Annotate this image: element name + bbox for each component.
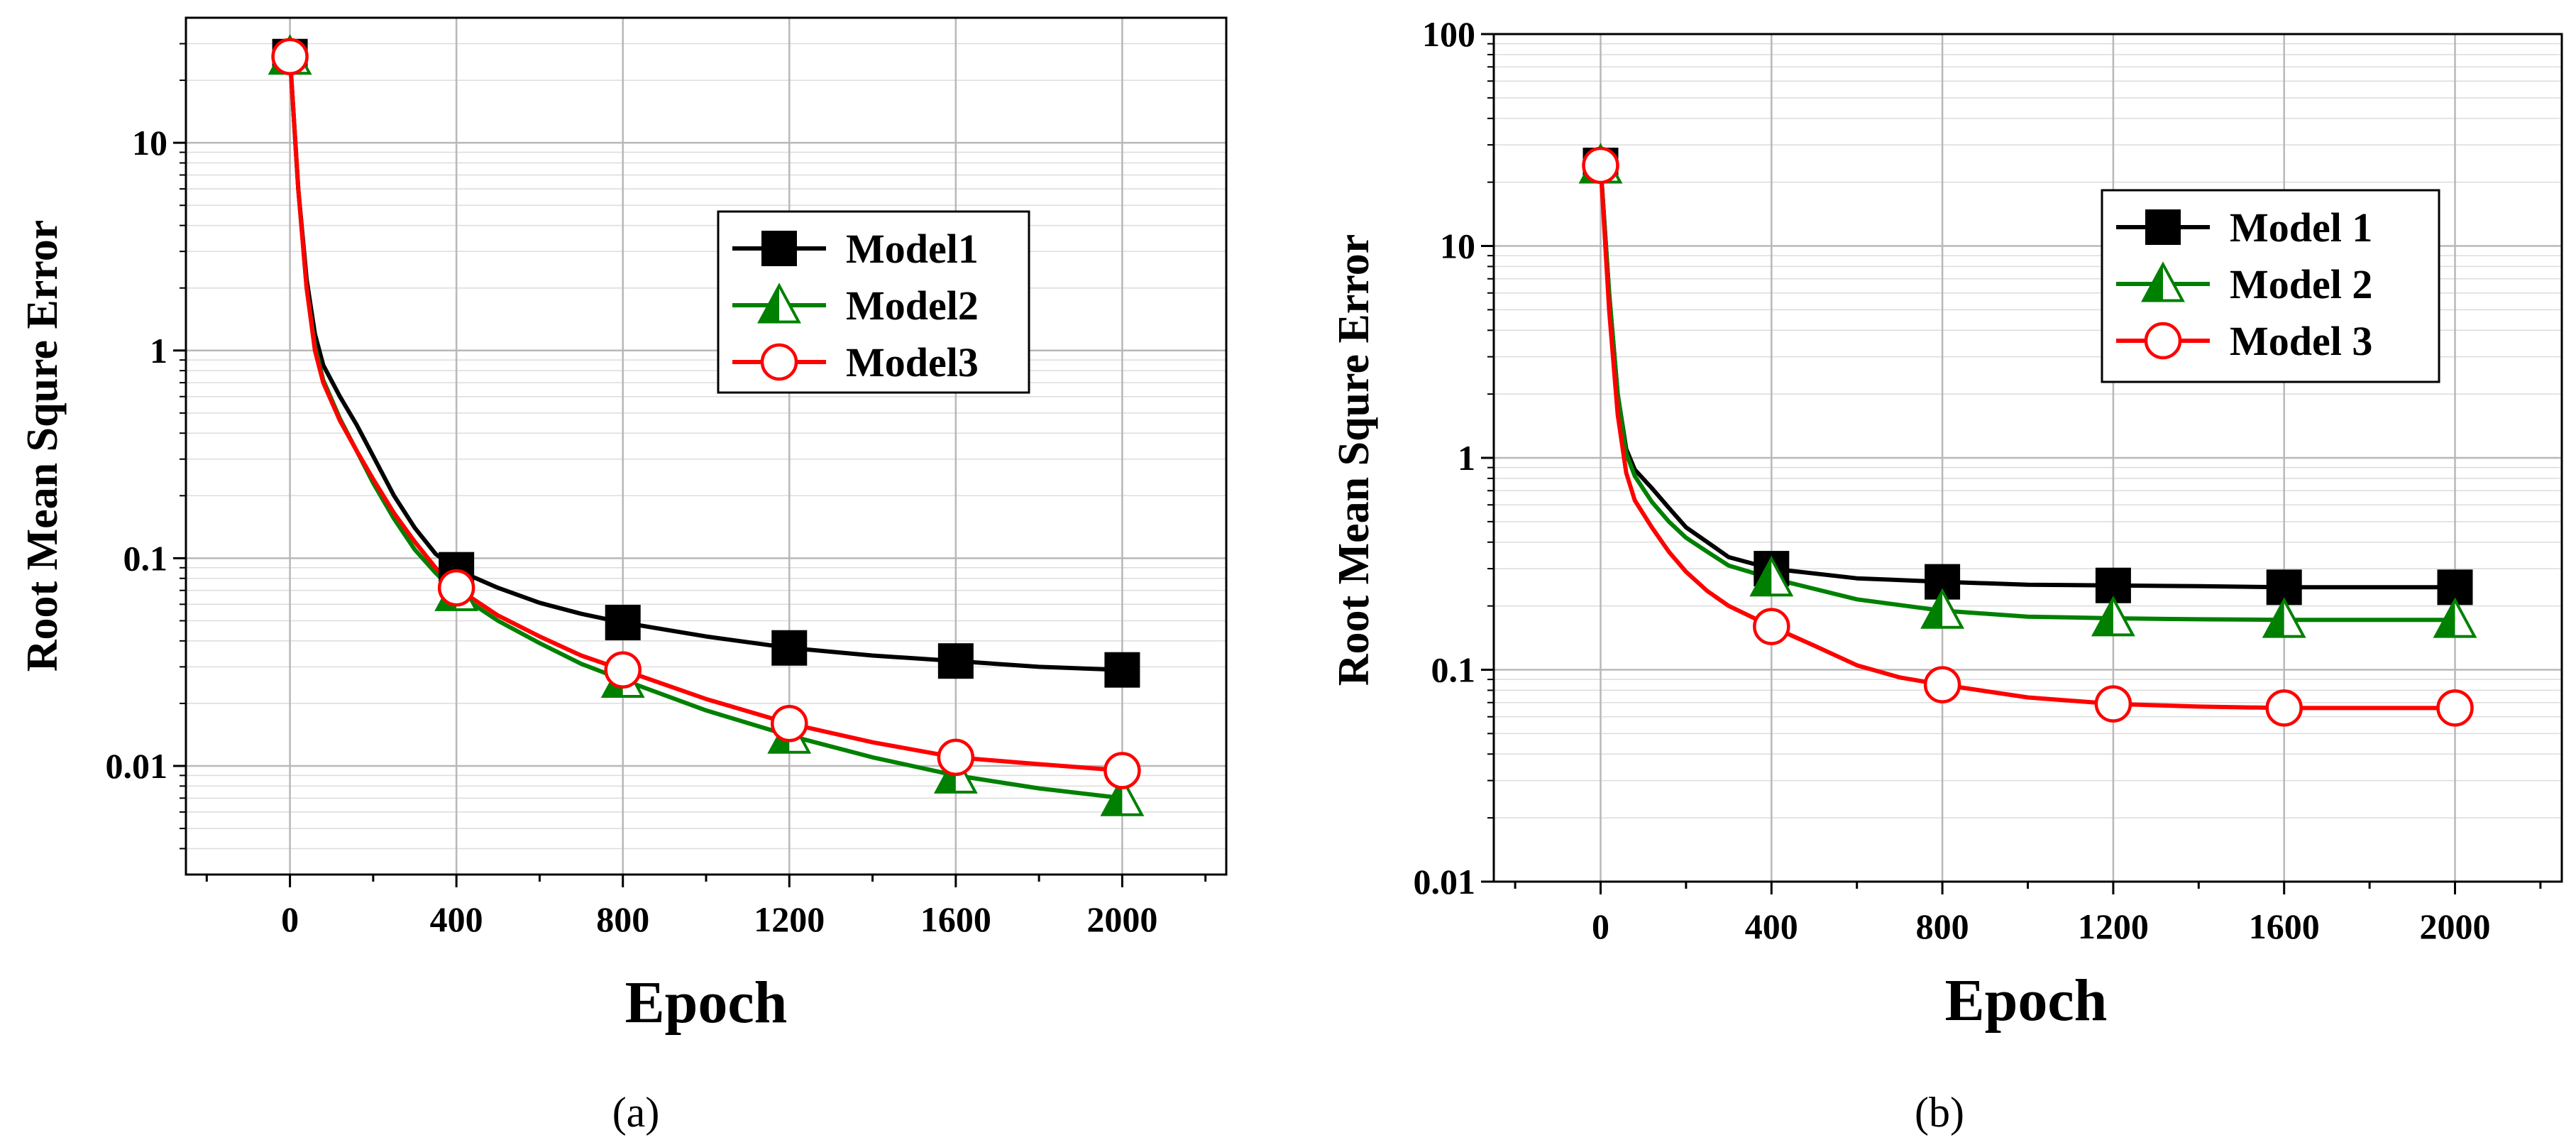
triangle-marker-half <box>759 285 779 322</box>
x-tick-label: 400 <box>1745 906 1798 946</box>
triangle-marker-half <box>2093 598 2113 635</box>
triangle-marker-half <box>2143 264 2163 301</box>
x-axis: 0 400 800 1200 1600 2000 <box>1514 882 2542 946</box>
y-tick-label: 1 <box>150 331 167 371</box>
x-tick-label: 0 <box>1592 906 1609 946</box>
x-axis-title: Epoch <box>625 970 788 1036</box>
y-tick-label: 10 <box>1440 226 1475 266</box>
circle-marker <box>1923 666 1961 703</box>
circle-marker <box>2265 689 2303 727</box>
series-line <box>1598 165 2455 623</box>
y-axis: 0.01 0.1 1 10 <box>106 43 186 850</box>
circle-marker <box>760 343 798 381</box>
y-axis-title: Root Mean Squre Error <box>18 220 67 672</box>
legend-label: Model 2 <box>2230 261 2372 307</box>
x-tick-label: 2000 <box>1086 899 1157 939</box>
circle-marker <box>771 705 808 743</box>
legend: Model1 Model2 Model3 <box>717 210 1030 394</box>
legend-label: Model 1 <box>2230 204 2372 251</box>
x-tick-label: 0 <box>281 899 299 939</box>
triangle-marker-half <box>936 755 956 792</box>
legend-label: Model 3 <box>2230 318 2372 364</box>
grid <box>1494 34 2562 882</box>
panel-label: (b) <box>1915 1089 1964 1136</box>
x-axis: 0 400 800 1200 1600 2000 <box>205 875 1207 939</box>
x-tick-label: 1600 <box>920 899 991 939</box>
x-tick-label: 400 <box>430 899 483 939</box>
triangle-marker-half <box>1922 591 1943 628</box>
y-tick-label: 0.1 <box>1431 650 1476 690</box>
square-marker <box>2145 209 2181 245</box>
legend-label: Model2 <box>846 283 979 329</box>
y-axis-title: Root Mean Squre Error <box>1330 234 1378 686</box>
y-tick-label: 0.1 <box>123 538 168 578</box>
series-line <box>287 56 1123 801</box>
circle-marker <box>2144 322 2182 360</box>
panel-label: (a) <box>612 1089 660 1136</box>
circle-marker <box>937 738 975 777</box>
circle-marker <box>2436 689 2474 727</box>
square-marker <box>605 605 641 641</box>
x-tick-label: 1200 <box>754 899 825 939</box>
y-tick-label: 100 <box>1422 14 1475 54</box>
circle-marker <box>1582 146 1619 185</box>
square-marker <box>1104 652 1140 688</box>
series-markers <box>1578 143 2477 727</box>
legend-label: Model1 <box>846 226 979 272</box>
y-tick-label: 1 <box>1458 438 1475 478</box>
legend-label: Model3 <box>846 339 979 385</box>
y-tick-label: 0.01 <box>1414 862 1476 902</box>
circle-marker <box>437 569 475 607</box>
triangle-marker-half <box>1102 778 1123 815</box>
series-lines <box>287 56 1123 801</box>
x-tick-label: 800 <box>1916 906 1969 946</box>
y-tick-label: 10 <box>132 123 167 163</box>
triangle-marker-half <box>1751 559 1772 596</box>
circle-marker <box>604 651 642 689</box>
triangle-marker-half <box>2435 600 2455 637</box>
x-tick-label: 2000 <box>2420 906 2491 946</box>
triangle-marker-half <box>2264 600 2284 637</box>
chart-panel-b: 0 400 800 1200 1600 2000 0.01 0.1 1 10 100 Root Mea… <box>1330 14 2563 1136</box>
square-marker <box>937 643 974 679</box>
series-markers <box>268 33 1145 816</box>
circle-marker <box>271 38 309 75</box>
x-axis-title: Epoch <box>1945 968 2108 1034</box>
legend: Model 1 Model 2 Model 3 <box>2101 189 2440 383</box>
square-marker <box>761 231 797 266</box>
chart-panel-a: 0 400 800 1200 1600 2000 0.01 0.1 1 10 Root Mean S… <box>18 16 1228 1136</box>
circle-marker <box>1753 608 1790 645</box>
plot-frame <box>185 16 1228 876</box>
square-marker <box>771 630 808 666</box>
circle-marker <box>2094 685 2132 723</box>
y-tick-label: 0.01 <box>106 746 168 786</box>
circle-marker <box>1103 752 1141 789</box>
x-tick-label: 1200 <box>2078 906 2149 946</box>
triangle-marker-half <box>769 716 790 752</box>
x-tick-label: 800 <box>596 899 649 939</box>
x-tick-label: 1600 <box>2249 906 2320 946</box>
y-axis: 0.01 0.1 1 10 100 <box>1414 14 1494 902</box>
grid <box>186 18 1226 875</box>
